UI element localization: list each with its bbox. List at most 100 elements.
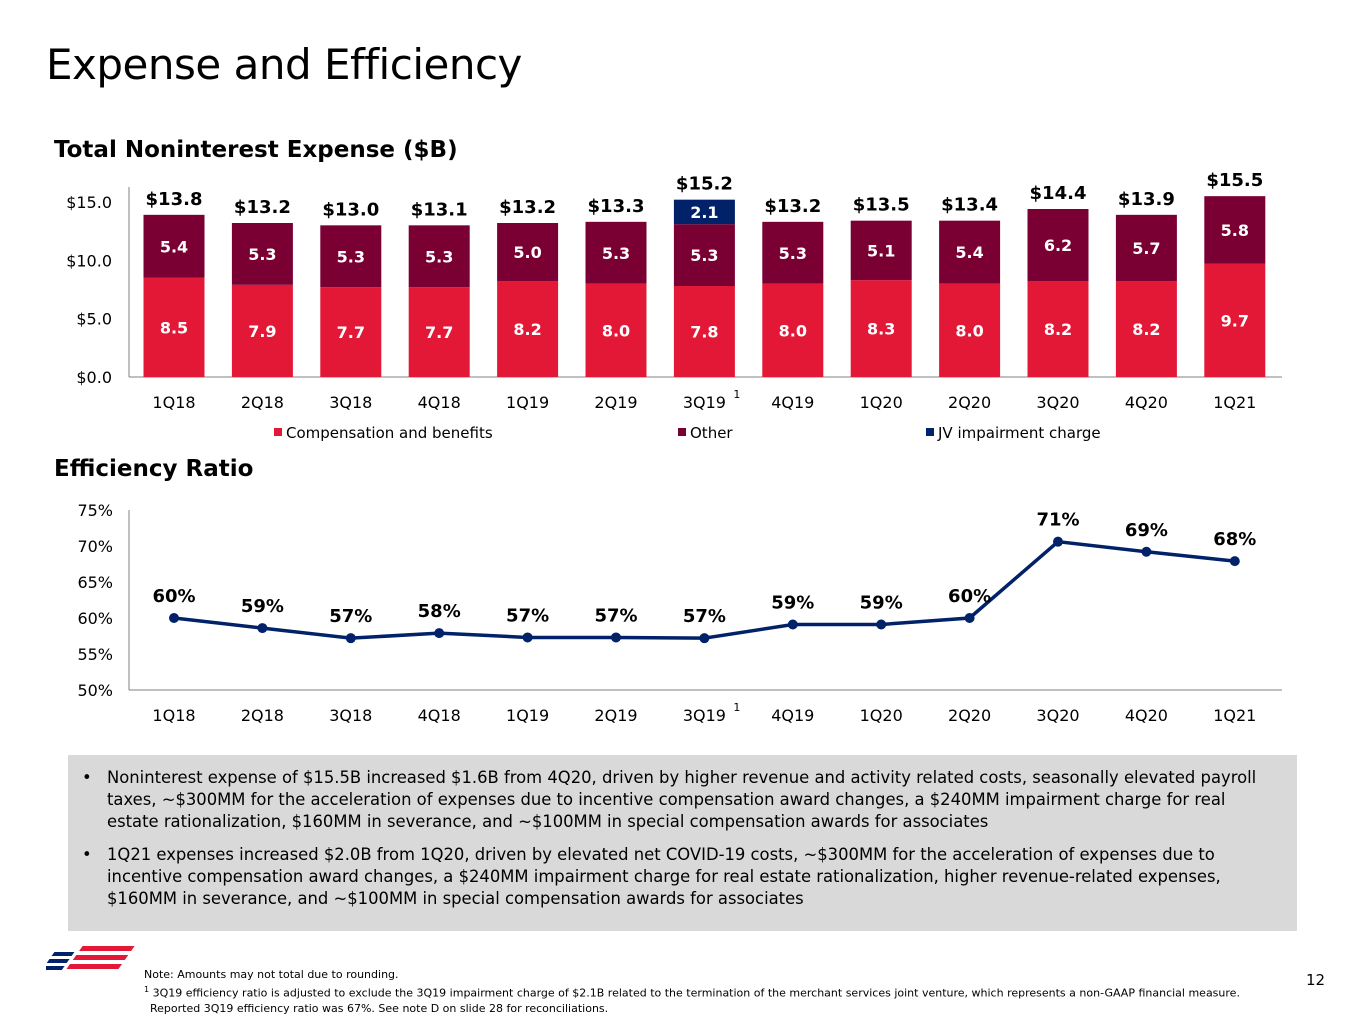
y-tick-label: 55%: [77, 645, 113, 664]
bar-compensation: [408, 287, 470, 377]
x-tick-label: 1Q19: [506, 706, 549, 725]
total-label: $13.3: [588, 196, 645, 217]
bar-other: [231, 223, 293, 285]
x-tick-label: 4Q18: [418, 393, 461, 412]
bank-flag-logo-icon: [46, 946, 135, 970]
note-3q19: 1 3Q19 efficiency ratio is adjusted to e…: [144, 982, 1284, 1001]
data-label: 57%: [506, 605, 549, 626]
total-label: $13.2: [499, 197, 556, 218]
data-label-compensation: 7.9: [248, 322, 276, 341]
total-label: $13.4: [941, 195, 998, 216]
data-label: 60%: [948, 586, 991, 607]
x-tick-label: 3Q19: [683, 706, 726, 725]
efficiency-line-chart: 50% 55% 60% 65% 70% 75% 60% 1Q18 59% 2Q18 57% 3Q18 5…: [77, 501, 1282, 725]
data-point: [1053, 536, 1063, 547]
data-label: 57%: [329, 606, 372, 627]
bar-compensation: [143, 277, 205, 377]
data-label: 59%: [771, 592, 814, 613]
bar-compensation: [1204, 263, 1266, 377]
x-tick-label: 3Q20: [1036, 706, 1079, 725]
data-label-compensation: 8.5: [160, 318, 188, 337]
bar-compensation: [939, 283, 1001, 377]
x-tick-label: 1Q20: [860, 706, 903, 725]
legend-swatch: [678, 428, 686, 436]
y-tick-label: $0.0: [76, 368, 112, 387]
data-label-other: 5.0: [513, 243, 541, 262]
x-tick-label: 4Q20: [1125, 706, 1168, 725]
x-tick-label: 2Q18: [241, 706, 284, 725]
bar-other: [939, 220, 1001, 284]
y-tick-label: 60%: [77, 609, 113, 628]
data-label: 59%: [241, 596, 284, 617]
bar-compensation: [850, 280, 912, 377]
x-tick-label: 4Q20: [1125, 393, 1168, 412]
data-label-compensation: 8.2: [1132, 320, 1160, 339]
x-tick-label: 3Q19: [683, 393, 726, 412]
total-label: $13.5: [853, 195, 910, 216]
data-label-other: 5.3: [779, 244, 807, 263]
data-point: [787, 619, 798, 630]
total-label: $15.5: [1206, 170, 1263, 191]
data-label-other: 5.4: [160, 237, 188, 256]
bullet-dot: •: [82, 768, 92, 787]
x-tick-label: 4Q19: [771, 393, 814, 412]
bar-other: [1115, 214, 1177, 282]
data-point: [611, 632, 621, 643]
data-point: [699, 633, 710, 644]
data-label-other: 5.1: [867, 241, 895, 260]
total-label: $14.4: [1030, 183, 1087, 204]
bar-other: [320, 225, 382, 288]
data-label-compensation: 9.7: [1221, 311, 1249, 330]
data-label-other: 5.3: [337, 247, 365, 266]
legend-swatch: [926, 428, 934, 436]
data-point: [1229, 556, 1240, 567]
bar-compensation: [497, 281, 559, 377]
bar-other: [585, 221, 647, 284]
note-superscript: 1: [144, 985, 150, 994]
x-tick-label: 1Q21: [1213, 706, 1256, 725]
data-label-other: 5.7: [1132, 239, 1160, 258]
data-label-compensation: 8.3: [867, 320, 895, 339]
data-label-other: 5.3: [602, 244, 630, 263]
y-tick-label: 50%: [77, 681, 113, 700]
data-label: 68%: [1213, 529, 1256, 550]
data-label-compensation: 7.7: [425, 323, 453, 342]
data-point: [876, 619, 887, 630]
bar-other: [762, 221, 824, 284]
data-label-compensation: 7.8: [690, 323, 718, 342]
bar-other: [143, 214, 205, 278]
bullet-item: • Noninterest expense of $15.5B increase…: [82, 767, 1277, 833]
data-label-other: 5.4: [955, 243, 983, 262]
bar-compensation: [762, 283, 824, 377]
note-reported: Reported 3Q19 efficiency ratio was 67%. …: [150, 1001, 609, 1015]
data-point: [257, 623, 268, 634]
data-label: 71%: [1036, 510, 1079, 531]
data-label: 60%: [152, 586, 195, 607]
data-label-compensation: 8.0: [955, 321, 983, 340]
x-tick-label: 2Q18: [241, 393, 284, 412]
data-label-compensation: 7.7: [337, 323, 365, 342]
data-point: [169, 613, 179, 623]
y-tick-label: $15.0: [66, 193, 112, 212]
x-tick-label: 1Q20: [860, 393, 903, 412]
data-label: 59%: [860, 592, 903, 613]
total-label: $13.1: [411, 199, 468, 220]
commentary-box: • Noninterest expense of $15.5B increase…: [68, 755, 1297, 931]
data-label: 57%: [683, 606, 726, 627]
x-tick-label: 4Q18: [418, 706, 461, 725]
bar-other: [1027, 209, 1089, 282]
footnotes: Note: Amounts may not total due to round…: [144, 967, 1284, 1016]
legend-label: Other: [690, 424, 733, 442]
x-tick-label: 3Q18: [329, 706, 372, 725]
x-tick-label: 2Q20: [948, 393, 991, 412]
data-label-other: 5.3: [690, 246, 718, 265]
data-label: 58%: [418, 601, 461, 622]
data-point: [522, 632, 533, 643]
bar-compensation: [585, 283, 647, 377]
bullet-text: 1Q21 expenses increased $2.0B from 1Q20,…: [107, 845, 1221, 908]
total-label: $13.9: [1118, 189, 1175, 210]
bar-compensation: [673, 286, 735, 377]
data-label-jv: 2.1: [690, 203, 718, 222]
y-tick-label: 70%: [77, 537, 113, 556]
y-tick-label: $5.0: [76, 310, 112, 329]
